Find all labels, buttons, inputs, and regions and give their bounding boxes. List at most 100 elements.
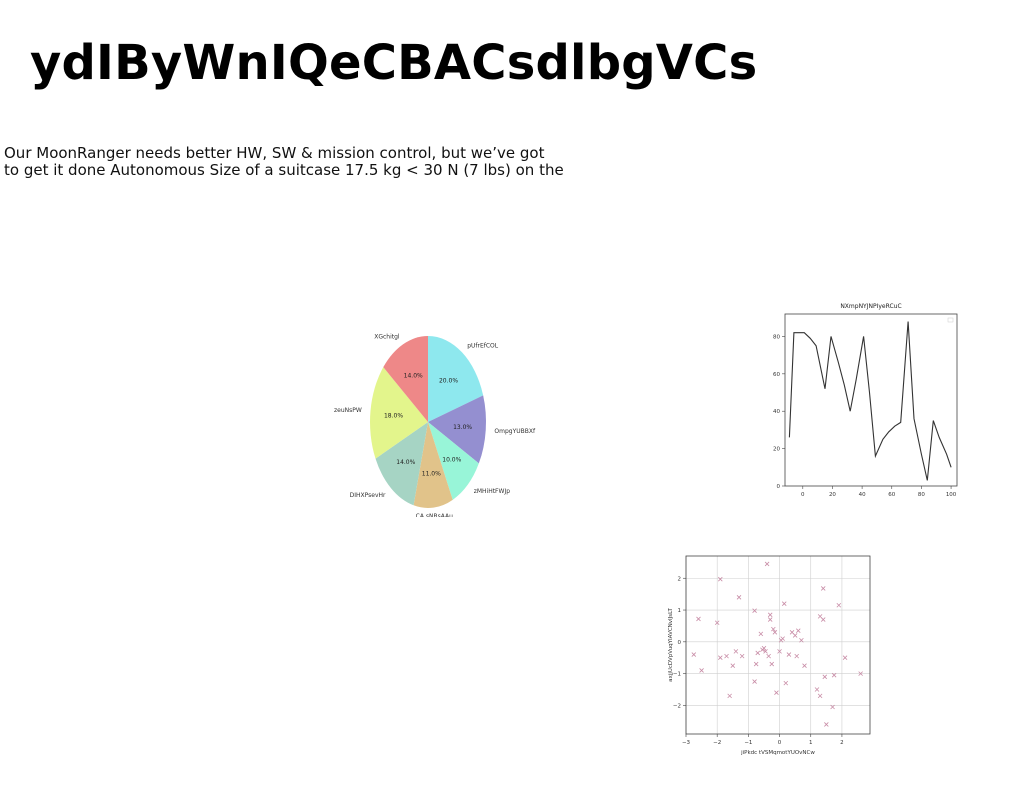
y-tick-label: 40 bbox=[773, 409, 780, 415]
scatter-point bbox=[781, 601, 787, 606]
scatter-point bbox=[752, 679, 757, 684]
pie-slice bbox=[369, 367, 428, 459]
scatter-point bbox=[764, 561, 770, 567]
scatter-point bbox=[763, 649, 768, 654]
scatter-point bbox=[814, 687, 820, 692]
scatter-point bbox=[739, 653, 745, 659]
scatter-point bbox=[691, 652, 697, 657]
scatter-point bbox=[820, 586, 826, 591]
pie-value-label: 18.0% bbox=[384, 413, 403, 420]
y-tick-label: 0 bbox=[777, 484, 781, 490]
scatter-point bbox=[767, 612, 773, 618]
scatter-point bbox=[727, 693, 732, 699]
scatter-point bbox=[730, 663, 736, 668]
x-tick-label: 1 bbox=[809, 740, 813, 746]
scatter-point bbox=[830, 704, 835, 710]
plot-frame bbox=[784, 313, 958, 487]
plot-frame bbox=[685, 555, 871, 735]
x-tick-label: 20 bbox=[829, 492, 836, 498]
scatter-point bbox=[761, 645, 767, 651]
scatter-point bbox=[794, 653, 799, 659]
scatter-point bbox=[771, 626, 776, 632]
pie-value-label: 10.0% bbox=[442, 457, 461, 464]
pie-slice bbox=[428, 336, 484, 422]
y-tick-label: 1 bbox=[678, 608, 682, 614]
scatter-point bbox=[769, 661, 775, 667]
scatter-point bbox=[786, 652, 792, 657]
x-tick-label: −2 bbox=[713, 740, 721, 746]
pie-chart: 20.0% pUfrEfCOL 13.0% OmpgYUBBXf 10.0% zMHiHt… bbox=[334, 333, 536, 517]
scatter-point bbox=[817, 693, 823, 699]
x-tick-label: 60 bbox=[888, 492, 895, 498]
scatter-point bbox=[795, 628, 801, 633]
x-tick-label: 0 bbox=[778, 740, 782, 746]
slide-body-text: Our MoonRanger needs better HW, SW & mis… bbox=[4, 145, 564, 179]
x-tick-label: 80 bbox=[918, 492, 925, 498]
scatter-point bbox=[802, 663, 807, 668]
line-chart: NXmpNYJNPIyeRCuC 0 20 40 60 80 100 0 20 40 60 80 bbox=[773, 303, 958, 498]
pie-slice bbox=[428, 395, 487, 464]
scatter-point bbox=[724, 653, 729, 659]
pie-category-label: zeuNsPW bbox=[334, 407, 362, 414]
scatter-chart: −3 −2 −1 0 1 2 −2 −1 0 1 2 jiPkdc tVSMqmotYUOvNCw ax… bbox=[668, 555, 871, 756]
y-tick-label: 2 bbox=[678, 576, 682, 582]
scatter-point bbox=[842, 655, 848, 660]
x-tick-label: −3 bbox=[682, 740, 691, 746]
legend-box bbox=[947, 317, 954, 323]
pie-slice bbox=[383, 336, 428, 422]
scatter-point bbox=[783, 680, 789, 686]
x-tick-label: 2 bbox=[840, 740, 844, 746]
scatter-point bbox=[799, 637, 804, 643]
scatter-point bbox=[718, 655, 723, 660]
scatter-point bbox=[733, 649, 739, 654]
scatter-point bbox=[736, 595, 742, 600]
scatter-point bbox=[767, 617, 773, 622]
x-axis-label: jiPkdc tVSMqmotYUOvNCw bbox=[740, 750, 815, 756]
x-tick-label: −1 bbox=[744, 740, 752, 746]
body-line: to get it done Autonomous Size of a suit… bbox=[4, 161, 564, 179]
pie-value-label: 13.0% bbox=[453, 424, 472, 431]
pie-value-label: 14.0% bbox=[404, 372, 423, 379]
y-tick-label: −2 bbox=[673, 703, 681, 709]
scatter-point bbox=[778, 637, 784, 643]
scatter-point bbox=[755, 650, 761, 656]
pie-category-label: CA sNRsAAu bbox=[416, 513, 453, 517]
y-tick-label: 0 bbox=[678, 640, 682, 646]
y-tick-label: 20 bbox=[773, 447, 780, 453]
scatter-point bbox=[774, 690, 779, 695]
pie-category-label: DIHXPsevHr bbox=[350, 492, 386, 499]
pie-slice bbox=[428, 422, 479, 500]
scatter-point bbox=[858, 671, 863, 676]
scatter-point bbox=[766, 653, 771, 659]
pie-value-label: 20.0% bbox=[439, 377, 458, 384]
line-series bbox=[788, 321, 952, 481]
scatter-point bbox=[820, 617, 826, 622]
y-axis-label: axjjUcDVpVuqYIAVCNvIJsLT bbox=[668, 608, 674, 682]
scatter-point bbox=[836, 602, 842, 608]
scatter-point bbox=[714, 620, 720, 626]
scatter-point bbox=[753, 661, 759, 667]
pie-value-label: 14.0% bbox=[396, 459, 415, 466]
slide-title: ydIByWnIQeCBACsdlbgVCs bbox=[30, 35, 758, 91]
scatter-point bbox=[824, 722, 829, 727]
y-tick-label: 80 bbox=[773, 334, 780, 340]
pie-slice bbox=[413, 422, 453, 509]
pie-category-label: zMHiHtFWJp bbox=[474, 488, 511, 495]
x-tick-label: 100 bbox=[946, 492, 957, 498]
pie-value-label: 11.0% bbox=[422, 470, 441, 477]
scatter-point bbox=[718, 576, 723, 582]
pie-slice bbox=[375, 422, 428, 506]
body-line: Our MoonRanger needs better HW, SW & mis… bbox=[4, 144, 545, 162]
scatter-point bbox=[752, 608, 757, 613]
x-tick-label: 40 bbox=[859, 492, 866, 498]
scatter-point bbox=[758, 631, 764, 637]
scatter-point bbox=[831, 672, 837, 678]
scatter-point bbox=[772, 630, 778, 635]
x-tick-label: 0 bbox=[801, 492, 805, 498]
pie-category-label: XGchitgl bbox=[374, 333, 400, 340]
scatter-point bbox=[696, 616, 701, 622]
scatter-point bbox=[822, 674, 828, 680]
pie-category-label: pUfrEfCOL bbox=[467, 343, 499, 350]
scatter-point bbox=[777, 649, 782, 654]
y-tick-label: −1 bbox=[673, 672, 681, 678]
